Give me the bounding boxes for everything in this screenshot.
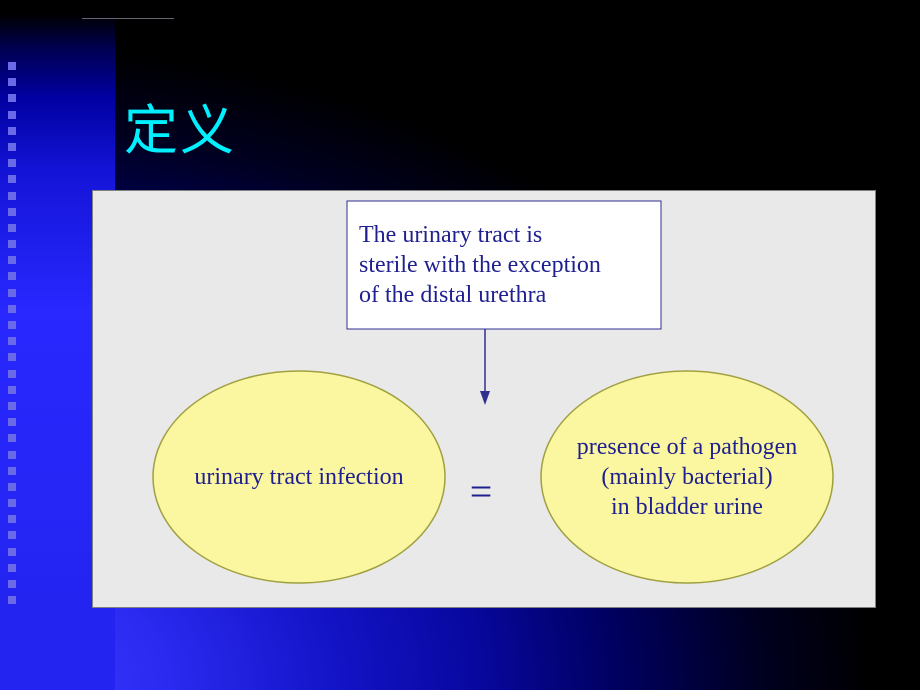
diagram-panel: The urinary tract issterile with the exc… bbox=[92, 190, 876, 608]
bullet-square bbox=[8, 564, 16, 572]
bullet-square bbox=[8, 175, 16, 183]
bullet-square bbox=[8, 208, 16, 216]
bullet-square bbox=[8, 289, 16, 297]
bullet-square bbox=[8, 580, 16, 588]
bullet-square bbox=[8, 62, 16, 70]
bullet-square bbox=[8, 321, 16, 329]
bullet-square bbox=[8, 256, 16, 264]
decorative-bullets-column bbox=[8, 62, 16, 612]
bullet-square bbox=[8, 240, 16, 248]
bullet-square bbox=[8, 78, 16, 86]
bullet-square bbox=[8, 386, 16, 394]
bullet-square bbox=[8, 159, 16, 167]
bullet-square bbox=[8, 596, 16, 604]
bullet-square bbox=[8, 305, 16, 313]
bullet-square bbox=[8, 467, 16, 475]
bullet-square bbox=[8, 418, 16, 426]
bullet-square bbox=[8, 111, 16, 119]
bullet-square bbox=[8, 402, 16, 410]
definition-box-text: The urinary tract issterile with the exc… bbox=[359, 220, 649, 310]
bullet-square bbox=[8, 143, 16, 151]
header-divider bbox=[82, 18, 174, 19]
top-black-strip bbox=[0, 0, 920, 14]
bullet-square bbox=[8, 370, 16, 378]
bullet-square bbox=[8, 434, 16, 442]
equals-sign: = bbox=[461, 467, 501, 517]
bullet-square bbox=[8, 483, 16, 491]
bullet-square bbox=[8, 531, 16, 539]
bullet-square bbox=[8, 548, 16, 556]
slide-root: 定义 The urinary tract issterile with the … bbox=[0, 0, 920, 690]
bullet-square bbox=[8, 451, 16, 459]
ellipse-left-text: urinary tract infection bbox=[168, 462, 430, 492]
ellipse-right-text: presence of a pathogen(mainly bacterial)… bbox=[556, 432, 818, 522]
bullet-square bbox=[8, 94, 16, 102]
bullet-square bbox=[8, 515, 16, 523]
bullet-square bbox=[8, 272, 16, 280]
bullet-square bbox=[8, 224, 16, 232]
bullet-square bbox=[8, 337, 16, 345]
slide-title: 定义 bbox=[124, 86, 236, 165]
bullet-square bbox=[8, 192, 16, 200]
bullet-square bbox=[8, 127, 16, 135]
bullet-square bbox=[8, 499, 16, 507]
bullet-square bbox=[8, 353, 16, 361]
